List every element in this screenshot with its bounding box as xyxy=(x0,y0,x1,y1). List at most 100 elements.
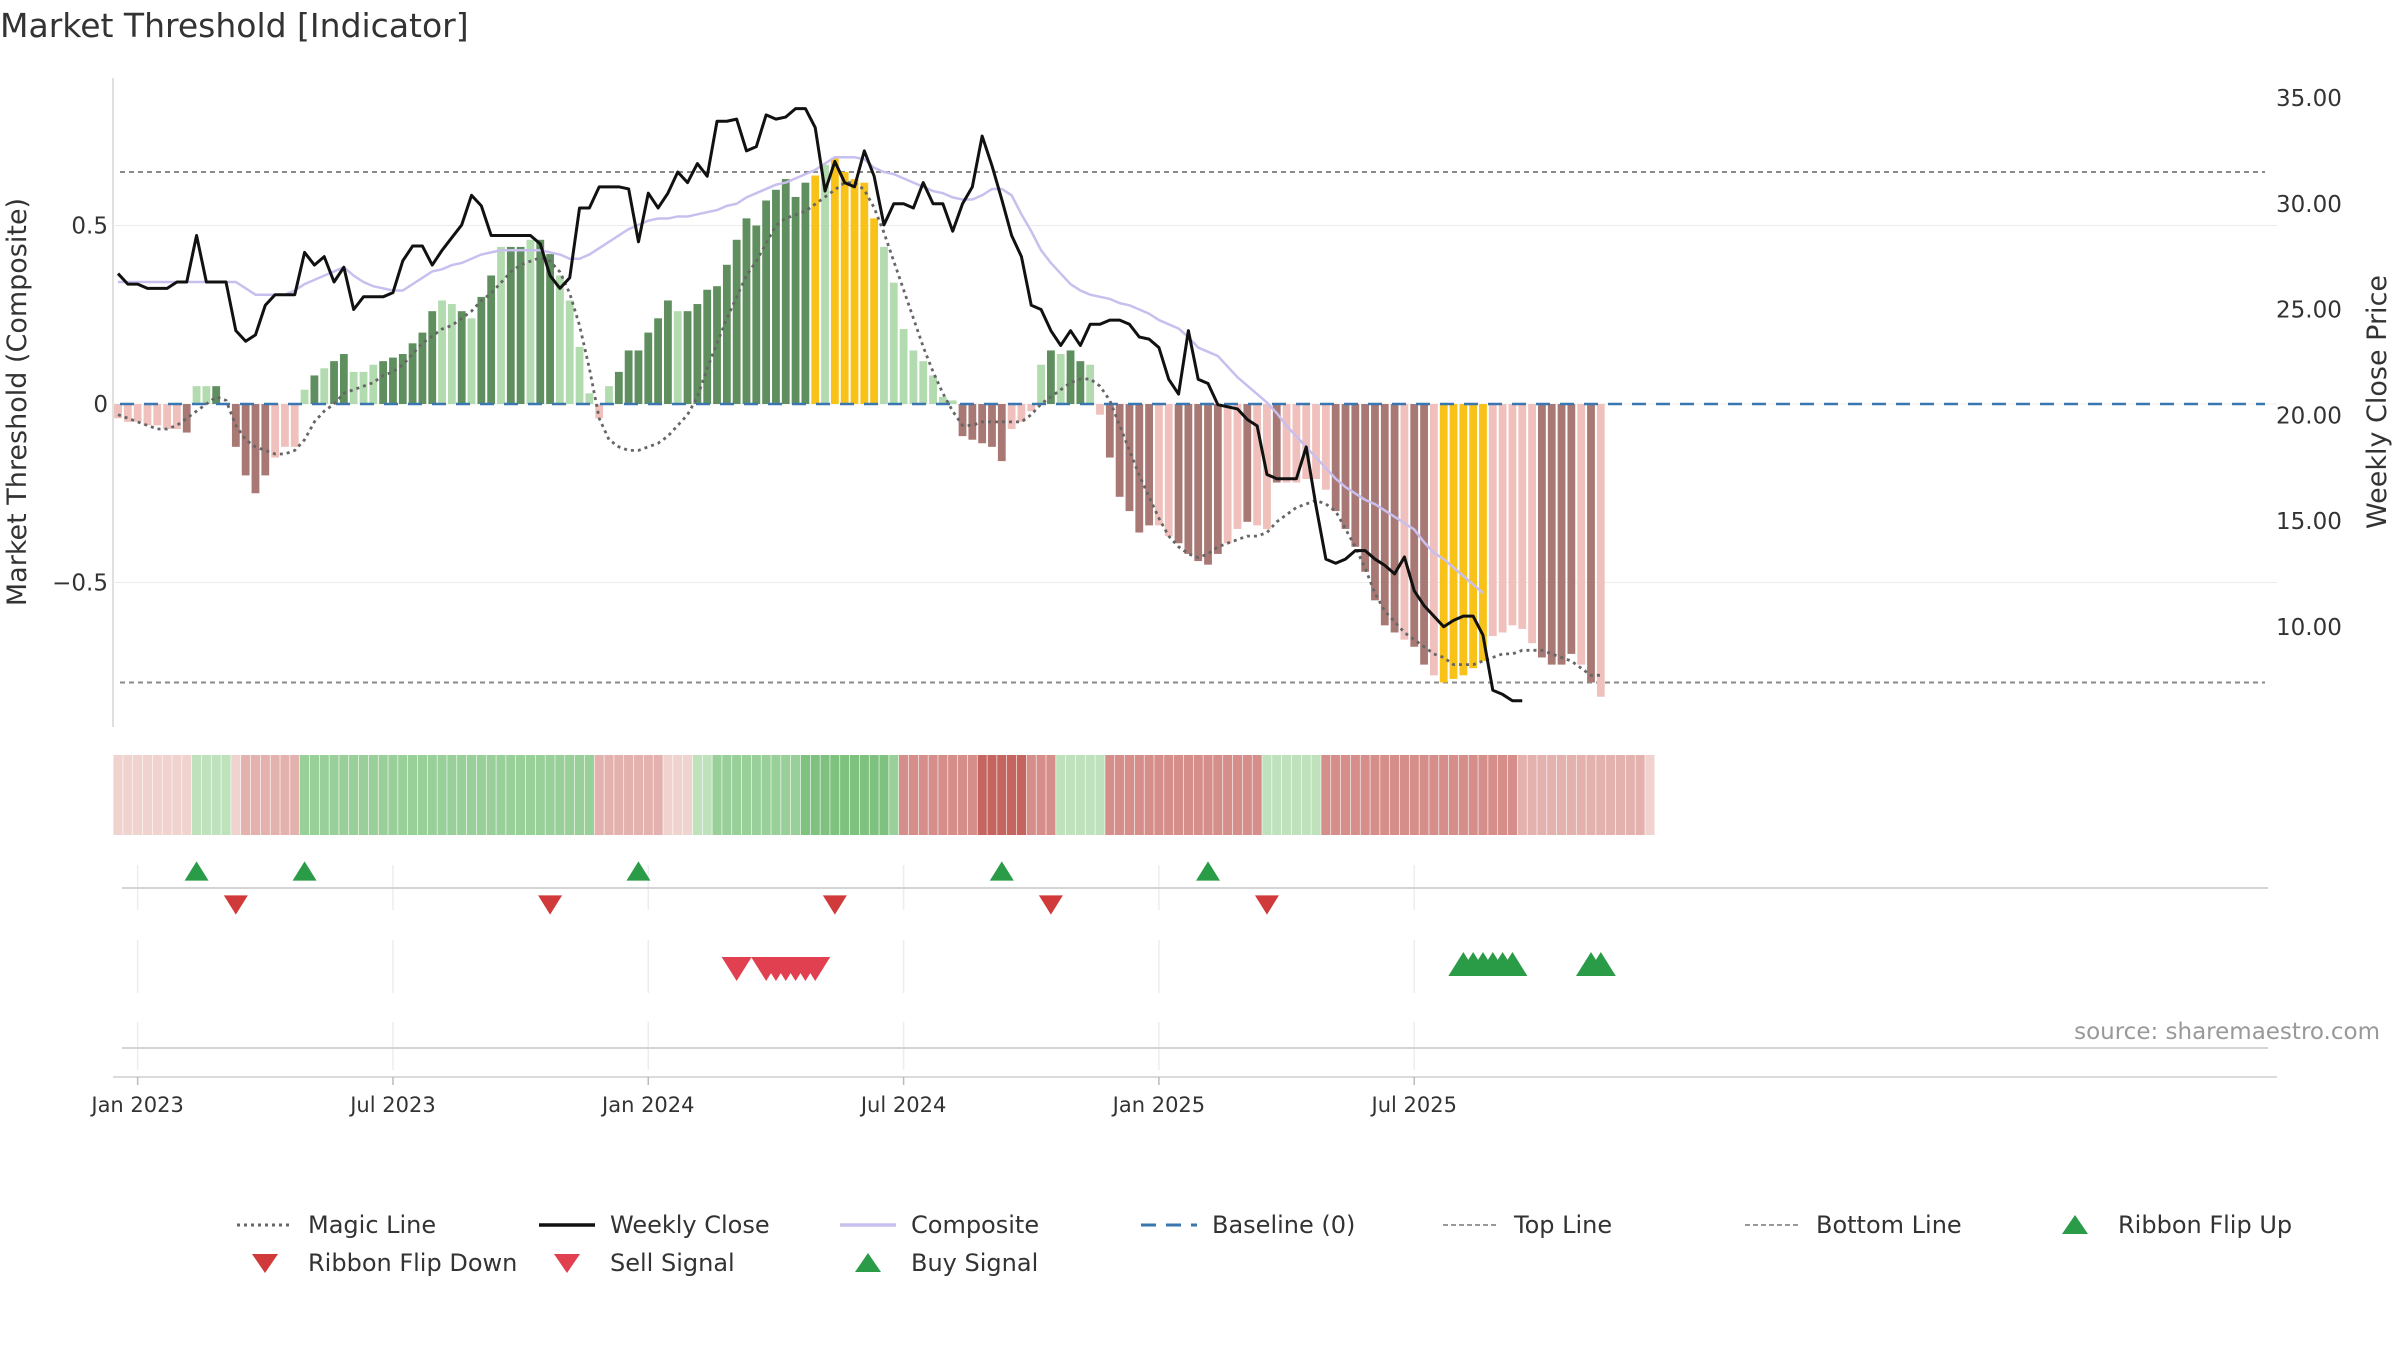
ribbon-cell xyxy=(221,755,231,835)
ribbon-cell xyxy=(879,755,889,835)
ribbon-cell xyxy=(1065,755,1076,835)
legend-label: Bottom Line xyxy=(1816,1211,1962,1239)
composite-bar xyxy=(1331,404,1340,512)
y-left-tick-label: −0.5 xyxy=(52,571,108,597)
ribbon-flip-down-marker xyxy=(1254,895,1279,915)
ribbon-cell xyxy=(1291,755,1301,835)
ribbon-cell xyxy=(692,755,702,835)
weekly-close-line xyxy=(116,107,1523,703)
composite-bar xyxy=(830,157,839,404)
composite-bar xyxy=(1508,404,1517,626)
composite-bar xyxy=(526,239,535,404)
legend-label: Magic Line xyxy=(308,1211,436,1239)
ribbon-cell xyxy=(437,755,447,835)
composite-bar xyxy=(1096,404,1104,415)
composite-bar xyxy=(664,300,672,404)
composite-bar xyxy=(389,357,397,404)
ribbon-cell xyxy=(1272,755,1282,835)
composite-bar xyxy=(556,275,564,404)
y-right-tick-label: 10.00 xyxy=(2276,615,2342,641)
ribbon-cell xyxy=(309,755,319,835)
ribbon-cell xyxy=(417,755,428,835)
ribbon-cell xyxy=(1635,755,1645,835)
composite-bar xyxy=(1351,404,1360,547)
composite-bar xyxy=(1282,404,1291,483)
composite-bar xyxy=(1518,404,1527,629)
legend-label: Sell Signal xyxy=(610,1249,735,1277)
composite-bar xyxy=(1047,350,1055,404)
composite-bar xyxy=(1341,404,1350,529)
ribbon-cell xyxy=(1154,755,1164,835)
composite-bar xyxy=(281,404,289,447)
composite-bar xyxy=(1469,404,1478,669)
ribbon-cell xyxy=(1409,755,1419,835)
y-left-axis-title: Market Threshold (Composite) xyxy=(2,198,33,606)
ribbon-cell xyxy=(1468,755,1478,835)
ribbon-cell xyxy=(859,755,869,835)
composite-bar xyxy=(487,275,496,404)
ribbon-cell xyxy=(250,755,261,835)
composite-bar xyxy=(1498,404,1507,633)
composite-bar xyxy=(821,164,829,404)
x-tick-label: Jan 2024 xyxy=(600,1093,695,1117)
ribbon-cell xyxy=(1075,755,1085,835)
ribbon-cell xyxy=(1547,755,1557,835)
ribbon-cell xyxy=(820,755,830,835)
ribbon-cell xyxy=(1429,755,1439,835)
composite-bar xyxy=(182,404,191,433)
y-right-tick-label: 15.00 xyxy=(2276,509,2342,535)
ribbon-cell xyxy=(506,755,516,835)
composite-bar xyxy=(1577,404,1586,665)
composite-bar xyxy=(359,371,368,404)
legend-label: Weekly Close xyxy=(610,1211,770,1239)
ribbon-cell xyxy=(1331,755,1341,835)
composite-bar xyxy=(575,346,584,404)
composite-bar xyxy=(929,375,937,404)
composite-bar xyxy=(320,368,329,404)
composite-bar xyxy=(1007,404,1016,429)
ribbon-cell xyxy=(1242,755,1252,835)
composite-bar xyxy=(1233,404,1242,529)
y-left-tick-label: 0.5 xyxy=(71,214,108,240)
ribbon-cell xyxy=(1566,755,1576,835)
ribbon-cell xyxy=(624,755,634,835)
ribbon-cell xyxy=(290,755,300,835)
ribbon-cell xyxy=(1223,755,1233,835)
ribbon-cell xyxy=(1252,755,1262,835)
composite-bar xyxy=(349,371,358,404)
composite-bar xyxy=(948,400,957,404)
y-right-tick-label: 25.00 xyxy=(2276,298,2342,324)
ribbon-cell xyxy=(663,755,673,835)
composite-bar xyxy=(506,246,515,404)
ribbon-cell xyxy=(997,755,1007,835)
ribbon-cell xyxy=(486,755,496,835)
ribbon-cell xyxy=(162,755,172,835)
composite-bar xyxy=(1243,404,1252,522)
ribbon-cell xyxy=(1232,755,1243,835)
composite-bar xyxy=(762,200,771,404)
ribbon-cell xyxy=(172,755,182,835)
composite-bar xyxy=(1056,354,1065,404)
source-label: source: sharemaestro.com xyxy=(2074,1019,2380,1045)
ribbon-cell xyxy=(1498,755,1508,835)
composite-bar xyxy=(1528,404,1536,644)
composite-bar xyxy=(1017,404,1026,422)
composite-bar xyxy=(605,386,613,404)
ribbon-cell xyxy=(977,755,987,835)
composite-bar xyxy=(1538,404,1546,658)
legend-label: Top Line xyxy=(1513,1211,1612,1239)
ribbon-cell xyxy=(1478,755,1488,835)
composite-bar xyxy=(742,218,751,404)
ribbon-cell xyxy=(849,755,860,835)
ribbon-cell xyxy=(790,755,801,835)
composite-bar xyxy=(585,393,594,404)
ribbon-cell xyxy=(1183,755,1193,835)
ribbon-cell xyxy=(830,755,840,835)
composite-bar xyxy=(781,179,790,404)
ribbon-cell xyxy=(1085,755,1095,835)
composite-bar xyxy=(1429,404,1438,676)
ribbon-cell xyxy=(1321,755,1331,835)
composite-bar xyxy=(870,218,879,404)
composite-bar xyxy=(850,179,859,404)
ribbon-cell xyxy=(899,755,909,835)
